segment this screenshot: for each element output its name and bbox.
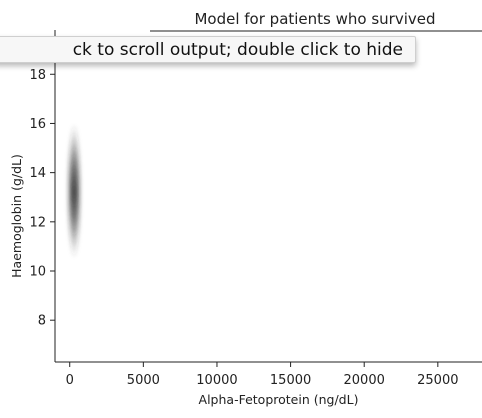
y-tick-label: 16 (29, 117, 46, 132)
x-tick-label: 5000 (127, 373, 160, 388)
x-axis-label: Alpha-Fetoprotein (ng/dL) (199, 392, 359, 407)
x-tick-label: 15000 (270, 373, 311, 388)
density-contours (67, 125, 81, 257)
y-tick-label: 14 (29, 166, 46, 181)
y-axis-label: Haemoglobin (g/dL) (9, 154, 24, 278)
scroll-output-tooltip[interactable]: ck to scroll output; double click to hid… (0, 36, 416, 63)
x-tick-label: 10000 (196, 373, 237, 388)
x-axis-ticks: 0 5000 10000 15000 20000 25000 (66, 362, 459, 388)
x-tick-label: 20000 (344, 373, 385, 388)
y-axis-ticks: 8 10 12 14 16 18 (29, 68, 55, 329)
density-contour-level (72, 184, 76, 200)
y-tick-label: 8 (38, 314, 46, 329)
x-tick-label: 25000 (417, 373, 458, 388)
chart-title: Model for patients who survived (194, 10, 435, 28)
y-tick-label: 18 (29, 68, 46, 83)
y-tick-label: 10 (29, 265, 46, 280)
x-tick-label: 0 (66, 373, 74, 388)
y-tick-label: 12 (29, 215, 46, 230)
